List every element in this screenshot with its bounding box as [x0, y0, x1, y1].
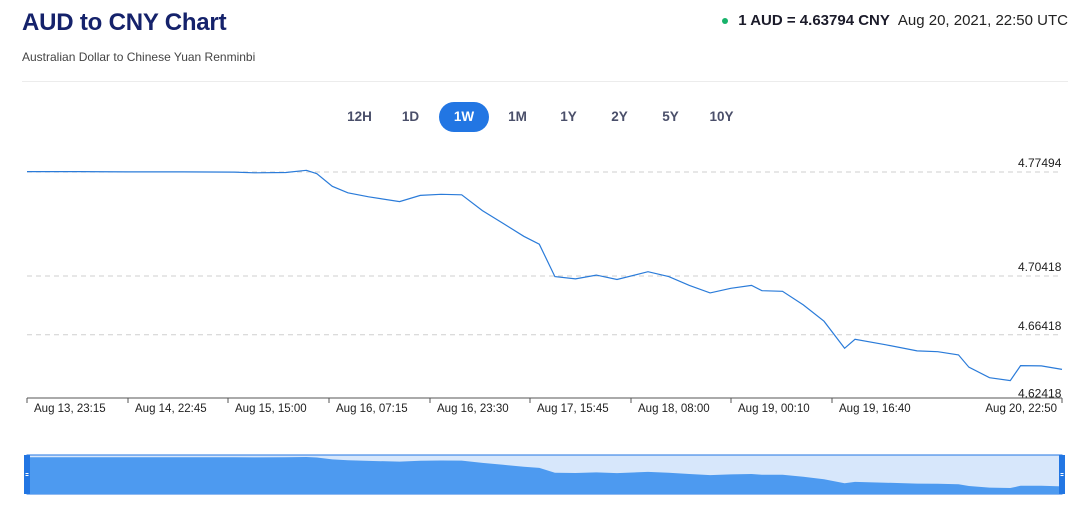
page-title: AUD to CNY Chart: [22, 9, 227, 36]
tab-10y[interactable]: 10Y: [709, 109, 734, 124]
range-tabs: 12H 1D 1W 1M 1Y 2Y 5Y 10Y: [334, 102, 747, 132]
x-tick-label: Aug 19, 16:40: [839, 403, 911, 415]
x-tick-label: Aug 18, 08:00: [638, 403, 710, 415]
y-tick-label: 4.77494: [1018, 156, 1062, 170]
x-tick-label: Aug 15, 15:00: [235, 403, 307, 415]
series-line: [27, 169, 1063, 382]
chart-grid: [27, 171, 1062, 336]
y-tick-label: 4.62418: [1018, 387, 1062, 401]
rate-value: 1 AUD = 4.63794 CNY: [738, 12, 890, 29]
x-tick-label: Aug 14, 22:45: [135, 403, 207, 415]
tab-1d[interactable]: 1D: [401, 109, 420, 124]
x-axis: Aug 13, 23:15 Aug 14, 22:45 Aug 15, 15:00 A…: [26, 397, 1063, 415]
live-rate: 1 AUD = 4.63794 CNY Aug 20, 2021, 22:50 …: [722, 12, 1068, 29]
header-divider: [22, 81, 1068, 82]
page-subtitle: Australian Dollar to Chinese Yuan Renmin…: [22, 50, 256, 64]
y-axis: 4.77494 4.70418 4.66418 4.62418: [1018, 156, 1062, 401]
x-tick-label: Aug 19, 00:10: [738, 403, 810, 415]
navigator: [24, 454, 1065, 495]
x-tick-label: Aug 17, 15:45: [537, 403, 609, 415]
tab-1m[interactable]: 1M: [508, 109, 527, 124]
x-tick-label: Aug 20, 22:50: [985, 403, 1057, 415]
tab-1w[interactable]: 1W: [439, 102, 489, 132]
x-tick-label: Aug 16, 23:30: [437, 403, 509, 415]
tab-12h[interactable]: 12H: [347, 109, 372, 124]
y-tick-label: 4.70418: [1018, 260, 1062, 274]
navigator-right-handle[interactable]: [1059, 455, 1065, 494]
rate-timestamp: Aug 20, 2021, 22:50 UTC: [897, 12, 1068, 29]
tab-1y[interactable]: 1Y: [560, 109, 577, 124]
live-indicator-icon: [722, 17, 729, 24]
tab-2y[interactable]: 2Y: [611, 109, 628, 124]
navigator-area: [27, 457, 1062, 494]
x-tick-label: Aug 16, 07:15: [336, 403, 408, 415]
tab-5y[interactable]: 5Y: [662, 109, 679, 124]
navigator-left-handle[interactable]: [24, 455, 30, 494]
y-tick-label: 4.66418: [1018, 319, 1062, 333]
x-tick-label: Aug 13, 23:15: [34, 403, 106, 415]
